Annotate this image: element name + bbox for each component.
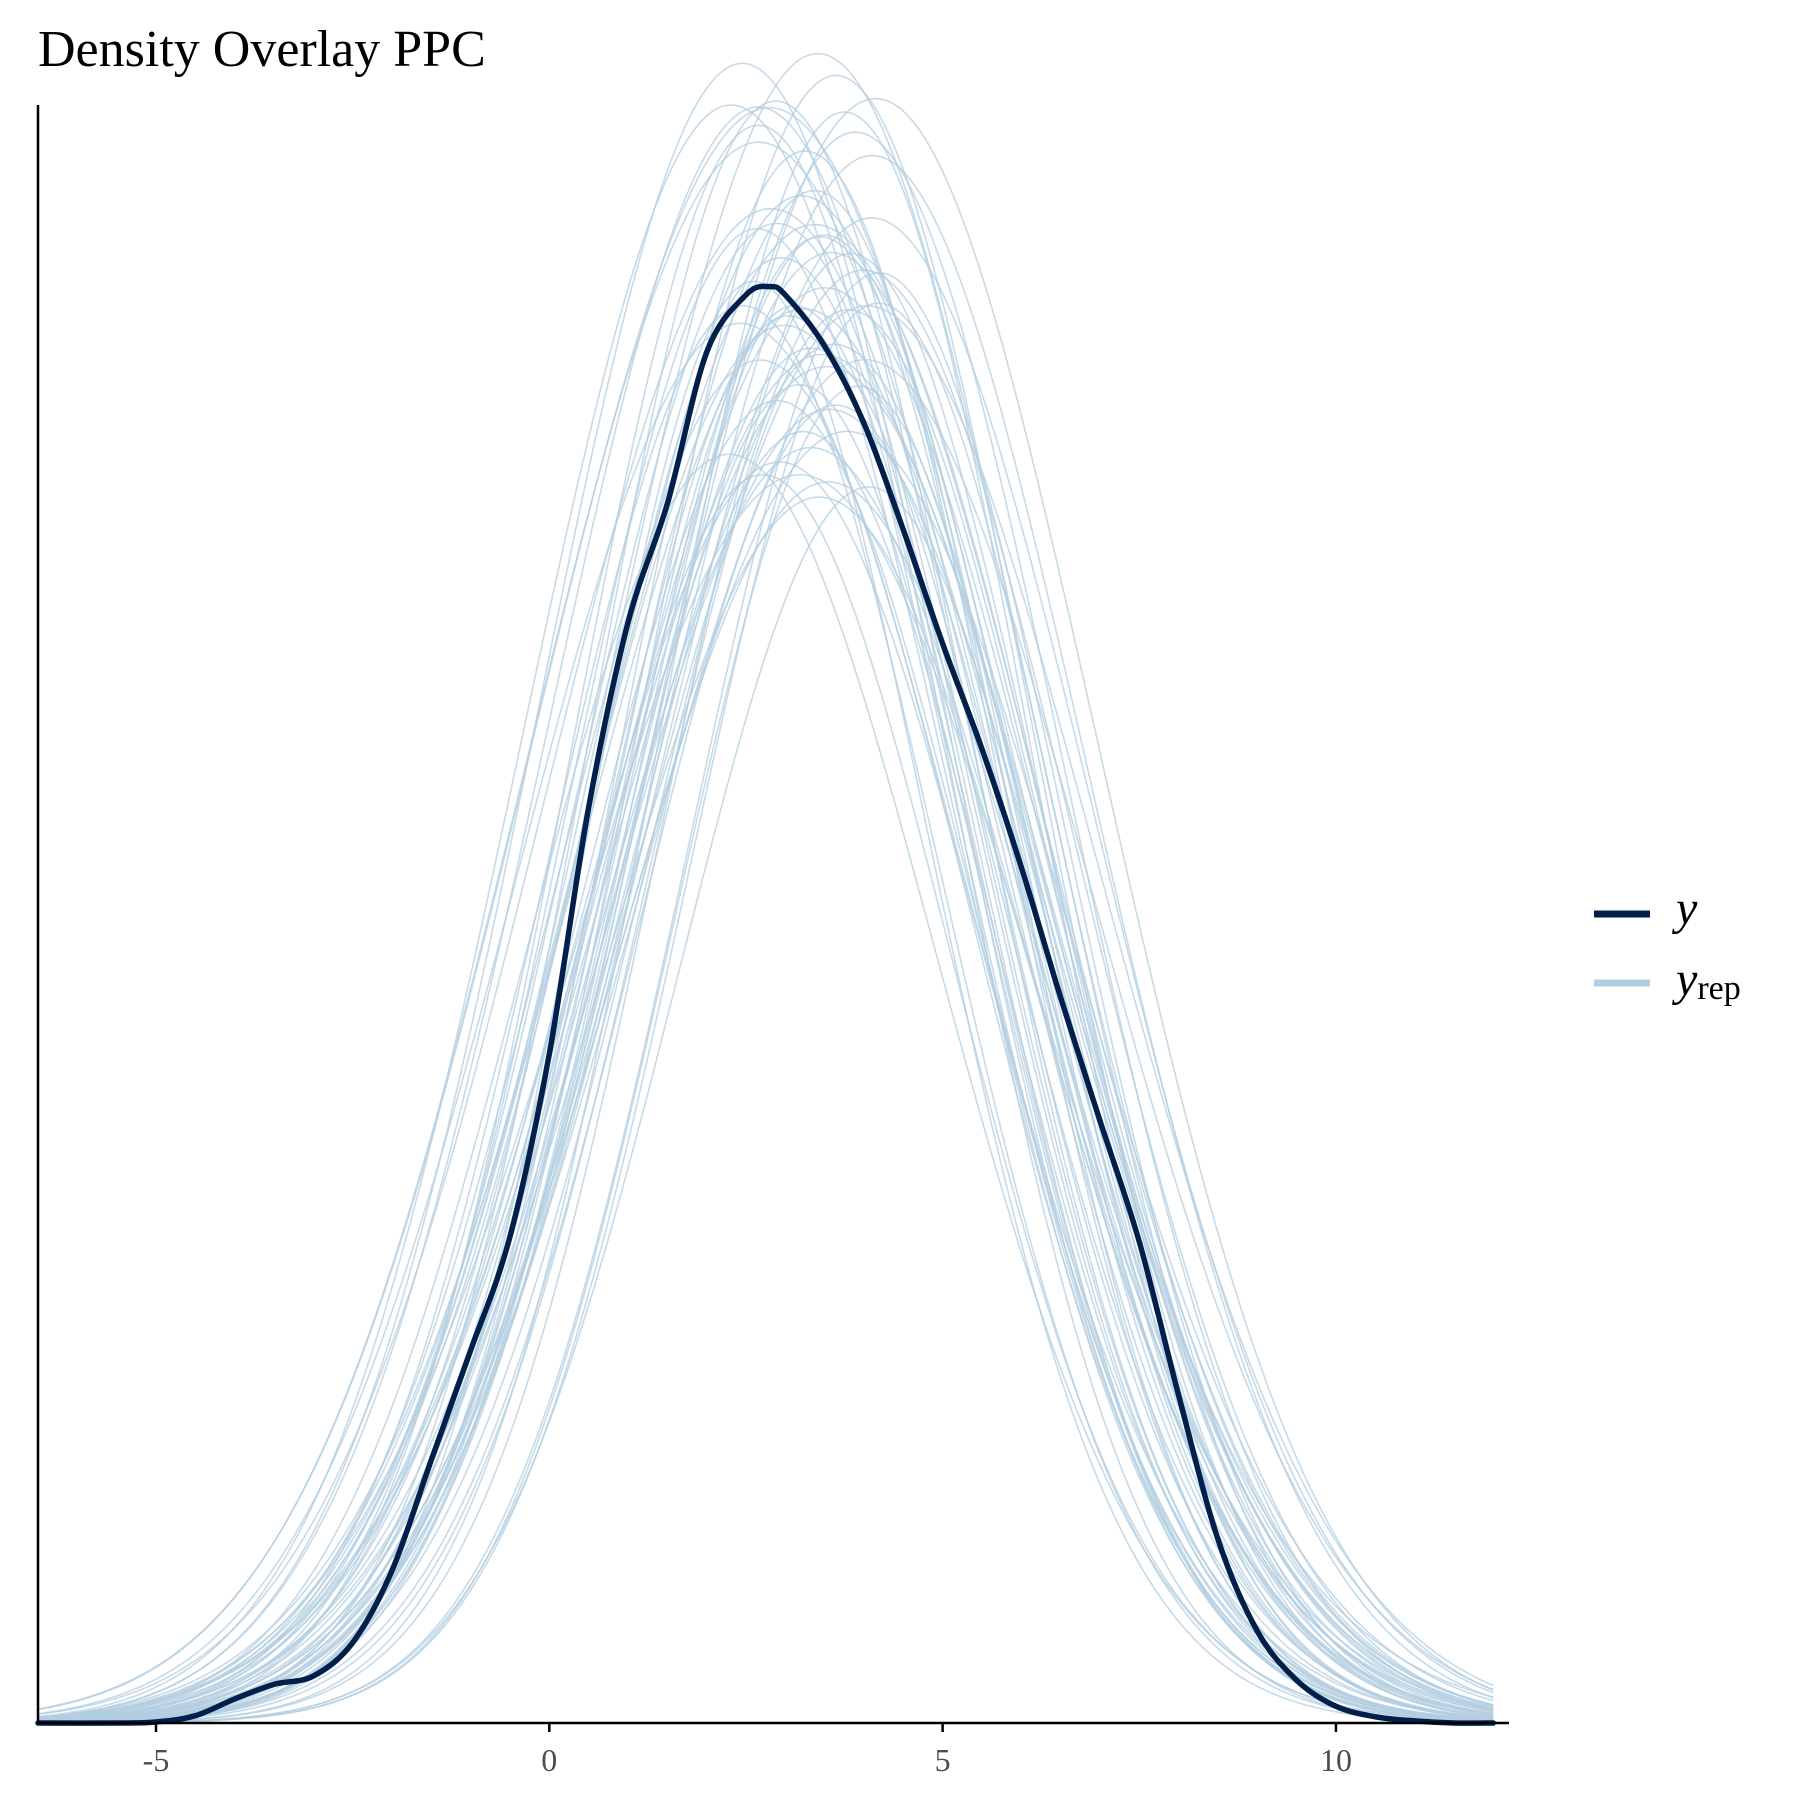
x-axis-ticks: -5 0 5 10 xyxy=(143,1723,1352,1778)
yrep-density-line xyxy=(37,131,1494,1724)
yrep-density-line xyxy=(37,100,1494,1724)
yrep-density-lines xyxy=(37,52,1494,1724)
yrep-density-line xyxy=(37,194,1494,1720)
legend: y yrep xyxy=(1594,882,1741,1007)
yrep-density-line xyxy=(37,399,1494,1722)
yrep-density-line xyxy=(37,207,1494,1716)
yrep-density-line xyxy=(37,124,1494,1723)
yrep-density-line xyxy=(37,217,1494,1723)
yrep-density-line xyxy=(37,461,1494,1722)
legend-label-yrep: yrep xyxy=(1671,953,1741,1007)
yrep-density-line xyxy=(37,309,1494,1724)
y-density-line xyxy=(35,283,1497,1726)
yrep-density-line xyxy=(37,234,1494,1724)
yrep-density-line xyxy=(37,353,1494,1719)
yrep-density-line xyxy=(37,343,1494,1723)
legend-label-yrep-main: y xyxy=(1671,953,1698,1006)
yrep-density-line xyxy=(37,257,1494,1723)
yrep-density-line xyxy=(37,404,1494,1724)
yrep-density-line xyxy=(37,223,1494,1720)
x-tick-label: -5 xyxy=(143,1742,170,1778)
yrep-density-line xyxy=(37,111,1494,1724)
yrep-density-line xyxy=(37,359,1494,1722)
yrep-density-line xyxy=(37,314,1494,1724)
yrep-density-line xyxy=(37,74,1494,1724)
yrep-density-line xyxy=(37,473,1494,1719)
yrep-density-line xyxy=(37,280,1494,1724)
yrep-density-line xyxy=(37,251,1494,1723)
yrep-density-line xyxy=(37,383,1494,1724)
yrep-density-line xyxy=(37,222,1494,1722)
x-tick-label: 0 xyxy=(541,1742,557,1778)
yrep-density-line xyxy=(37,62,1494,1722)
yrep-density-line xyxy=(37,473,1494,1723)
legend-label-yrep-sub: rep xyxy=(1697,970,1740,1007)
yrep-density-line xyxy=(37,141,1494,1711)
yrep-density-line xyxy=(37,106,1494,1720)
yrep-density-line xyxy=(37,358,1494,1723)
y-density-line-group xyxy=(35,283,1497,1726)
yrep-density-line xyxy=(37,235,1494,1724)
yrep-density-line xyxy=(37,97,1494,1723)
yrep-density-line xyxy=(37,496,1494,1721)
yrep-density-line xyxy=(37,52,1494,1720)
yrep-density-line xyxy=(37,305,1494,1723)
x-tick-label: 5 xyxy=(935,1742,951,1778)
legend-label-y: y xyxy=(1671,882,1698,935)
yrep-density-line xyxy=(37,430,1494,1722)
yrep-density-line xyxy=(37,408,1494,1722)
yrep-density-line xyxy=(37,252,1494,1724)
yrep-density-line xyxy=(37,150,1494,1724)
yrep-density-line xyxy=(37,189,1494,1723)
x-tick-label: 10 xyxy=(1320,1742,1352,1778)
yrep-density-line xyxy=(37,104,1494,1722)
yrep-density-line xyxy=(37,486,1494,1724)
yrep-density-line xyxy=(37,302,1494,1724)
chart-title: Density Overlay PPC xyxy=(38,21,486,78)
yrep-density-line xyxy=(37,430,1494,1722)
yrep-density-line xyxy=(37,347,1494,1724)
yrep-density-line xyxy=(37,385,1494,1724)
yrep-density-line xyxy=(37,106,1494,1710)
yrep-density-line xyxy=(37,365,1494,1719)
yrep-density-line xyxy=(37,227,1494,1723)
